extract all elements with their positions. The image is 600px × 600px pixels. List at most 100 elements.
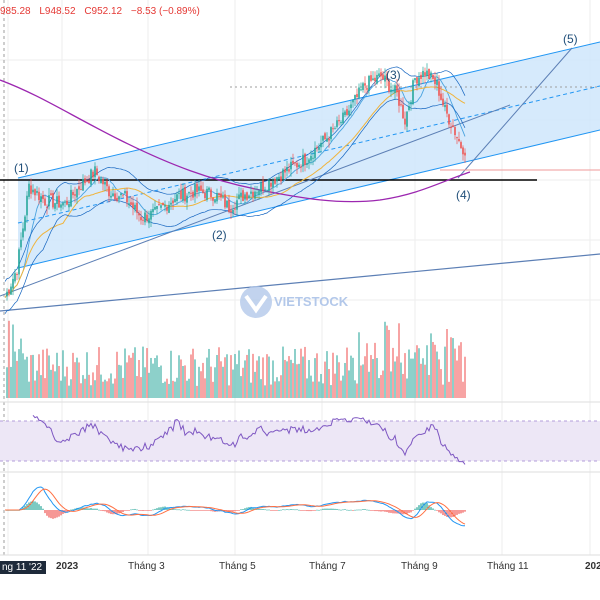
macd-histogram-bar [290, 509, 292, 510]
volume-bar [444, 346, 446, 398]
volume-bar [88, 374, 90, 398]
macd-histogram-bar [374, 510, 376, 512]
volume-bar [326, 351, 328, 398]
macd-histogram-bar [334, 508, 336, 510]
volume-bar [200, 371, 202, 398]
candle-body [30, 185, 32, 194]
candle-body [450, 127, 452, 129]
bollinger-upper-line [4, 66, 466, 282]
volume-bar [144, 367, 146, 398]
macd-histogram-bar [258, 508, 260, 510]
candle-body [408, 106, 410, 111]
candle-body [434, 77, 436, 85]
macd-histogram-bar [96, 508, 98, 510]
macd-histogram-bar [284, 509, 286, 511]
volume-bar [140, 377, 142, 398]
macd-histogram-bar [380, 510, 382, 512]
candle-body [146, 214, 148, 221]
volume-bar [436, 351, 438, 398]
candle-body [140, 217, 142, 221]
volume-bar [214, 367, 216, 398]
volume-bar [302, 356, 304, 398]
candle-body [318, 147, 320, 150]
candlesticks [6, 63, 466, 301]
macd-histogram-bar [88, 508, 90, 510]
volume-bar [282, 346, 284, 398]
macd-histogram-bar [452, 510, 454, 517]
candle-body [248, 195, 250, 199]
candle-body [124, 191, 126, 194]
macd-histogram-bar [428, 505, 430, 510]
candle-body [338, 120, 340, 122]
volume-bar [168, 383, 170, 398]
candle-body [182, 188, 184, 201]
macd-histogram-bar [240, 509, 242, 511]
macd-histogram-bar [190, 510, 192, 511]
macd-histogram-bar [108, 510, 110, 514]
volume-bar [176, 377, 178, 398]
candle-body [188, 191, 190, 194]
open-value: 985.28 [0, 6, 31, 17]
macd-histogram-bar [142, 510, 144, 512]
candle-body [314, 147, 316, 159]
volume-bar [68, 385, 70, 398]
x-tick-label: Tháng 9 [401, 561, 438, 572]
macd-histogram-bar [154, 508, 156, 510]
volume-bar [102, 381, 104, 398]
volume-bar [28, 381, 30, 398]
macd-histogram-bar [156, 508, 158, 510]
candle-body [308, 159, 310, 163]
volume-bar [42, 349, 44, 398]
candle-body [172, 200, 174, 204]
candle-body [260, 182, 262, 193]
volume-bar [464, 356, 466, 398]
volume-bar [210, 366, 212, 398]
volume-bar [422, 358, 424, 398]
volume-bar [360, 365, 362, 398]
volume-bar [408, 349, 410, 398]
candle-body [160, 205, 162, 208]
volume-bar [396, 356, 398, 398]
volume-bar [286, 361, 288, 398]
volume-bar [242, 367, 244, 398]
candle-body [194, 184, 196, 197]
candle-body [402, 104, 404, 119]
volume-bar [128, 355, 130, 398]
volume-bar [336, 355, 338, 398]
macd-histogram-bar [202, 510, 204, 511]
candle-body [78, 186, 80, 190]
volume-bar [364, 356, 366, 398]
macd-histogram-bar [208, 510, 210, 511]
candle-body [418, 77, 420, 86]
volume-bar [216, 355, 218, 398]
wave-label-2: (2) [212, 228, 227, 242]
macd-histogram-bar [280, 509, 282, 511]
candle-body [168, 204, 170, 213]
macd-histogram-bar [410, 510, 412, 513]
volume-bar [100, 374, 102, 398]
volume-bar [196, 385, 198, 398]
candle-body [444, 104, 446, 108]
macd-histogram-bar [342, 509, 344, 511]
candle-body [458, 139, 460, 142]
volume-bar [190, 354, 192, 398]
volume-bar [306, 378, 308, 398]
candle-body [326, 138, 328, 142]
volume-bar [280, 375, 282, 398]
macd-histogram-bar [400, 510, 402, 514]
volume-bar [224, 357, 226, 398]
watermark-text: VIETSTOCK [274, 294, 349, 309]
volume-bar [420, 363, 422, 398]
macd-histogram-bar [358, 509, 360, 511]
macd-histogram-bar [416, 507, 418, 510]
candle-body [76, 188, 78, 198]
candle-body [170, 202, 172, 205]
volume-bar [458, 345, 460, 398]
macd-histogram-bar [166, 507, 168, 510]
volume-bar [152, 363, 154, 398]
volume-bar [48, 355, 50, 398]
volume-bar [406, 378, 408, 398]
candle-body [410, 101, 412, 104]
macd-histogram-bar [348, 509, 350, 511]
candle-body [120, 193, 122, 196]
